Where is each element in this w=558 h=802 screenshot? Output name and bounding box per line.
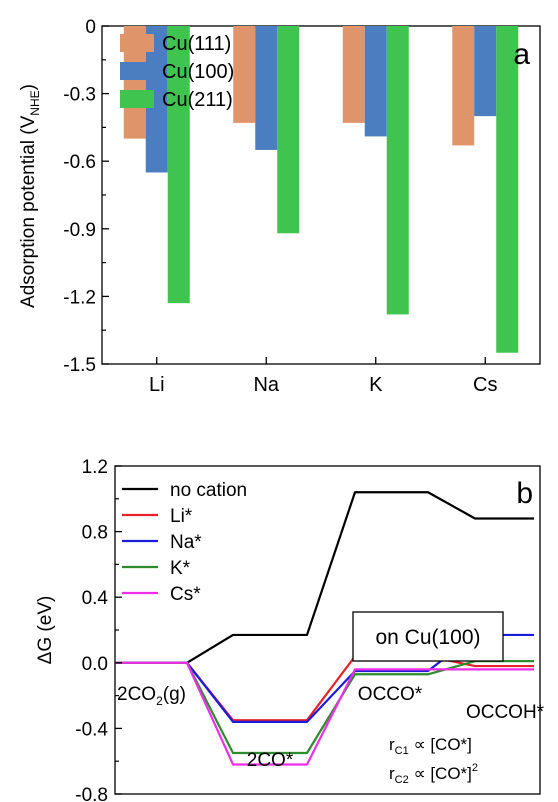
y-tick-label: -1.2 — [63, 287, 96, 308]
panel-a-bars — [123, 26, 519, 353]
x-tick-label: Li — [149, 374, 165, 396]
y-tick-label: -0.4 — [75, 719, 108, 740]
panel-b-state-labels: 2CO2(g)2CO*OCCO*OCCOH* — [117, 684, 545, 771]
bar-cs-series-0 — [452, 26, 475, 146]
legend-swatch — [120, 34, 154, 52]
y-tick-label: 0.8 — [82, 523, 108, 544]
panel-a-legend: Cu(111) Cu(100) Cu(211) — [120, 33, 234, 111]
bar-li-series-0 — [123, 26, 146, 139]
bar-k-series-0 — [342, 26, 365, 123]
legend-label: Li* — [170, 506, 193, 527]
state-label: OCCO* — [358, 684, 423, 705]
rate-relation: ∝ [CO*] — [409, 764, 472, 783]
state-label-main: 2CO — [117, 684, 156, 705]
y-tick-label: -0.8 — [75, 785, 108, 802]
bar-li-series-2 — [167, 26, 190, 304]
panel-b-label: b — [516, 477, 533, 510]
y-tick-label: -0.6 — [63, 152, 96, 173]
y-tick-label: -0.9 — [63, 220, 96, 241]
panel-b-y-axis-label: ΔG (eV) — [35, 596, 56, 665]
legend-label: no cation — [170, 480, 247, 501]
legend-label: Cs* — [170, 584, 201, 605]
series-line-0 — [115, 491, 534, 664]
state-label: 2CO2(g) — [117, 684, 186, 708]
state-label: OCCOH* — [466, 702, 545, 723]
legend-swatch — [120, 62, 154, 80]
rate-symbol: r — [389, 735, 395, 754]
state-label: 2CO* — [247, 750, 294, 771]
legend-label: Cu(211) — [162, 89, 233, 111]
y-tick-label: -0.3 — [63, 85, 96, 106]
panel-a-y-axis: 0 -0.3 -0.6 -0.9 -1.2 -1.5 — [63, 17, 109, 376]
panel-b: -0.8 -0.4 0.0 0.4 0.8 1.2 no cation Li* Na* K* Cs… — [35, 457, 545, 802]
y-tick-label: 1.2 — [82, 457, 108, 478]
surface-label: on Cu(100) — [375, 626, 480, 649]
state-label-sub: 2 — [156, 694, 163, 708]
x-tick-label: K — [369, 374, 383, 396]
series-line-4 — [115, 661, 534, 766]
bar-na-series-1 — [255, 26, 278, 150]
bar-cs-series-2 — [496, 26, 519, 353]
panel-a-y-axis-label: Adsorption potential (VNHE) — [18, 84, 42, 308]
x-tick-label: Cs — [473, 374, 497, 396]
y-tick-label: 0.0 — [82, 654, 108, 675]
bar-cs-series-1 — [474, 26, 497, 117]
rate-relation: ∝ [CO*] — [409, 735, 472, 754]
y-tick-label: -1.5 — [63, 355, 96, 376]
rate-expressions: rC1 ∝ [CO*]rC2 ∝ [CO*]2 — [389, 735, 478, 786]
bar-na-series-0 — [233, 26, 256, 123]
panel-b-y-axis: -0.8 -0.4 0.0 0.4 0.8 1.2 — [75, 457, 122, 802]
bar-k-series-1 — [364, 26, 387, 137]
legend-label: Cu(111) — [162, 33, 231, 55]
surface-label-box — [352, 611, 504, 662]
rate-symbol: r — [389, 764, 395, 783]
panel-b-legend: no cation Li* Na* K* Cs* — [122, 480, 247, 605]
rate-superscript: 2 — [472, 762, 478, 774]
panel-a-label: a — [513, 38, 530, 71]
legend-swatch — [120, 90, 154, 108]
rate-expression: rC1 ∝ [CO*] — [389, 735, 472, 757]
panel-a: 0-0.3-0.6-0.9-1.2-1.5 Li Na K Cs Cu(111)Cu(… — [18, 17, 541, 396]
panel-a-x-axis: Li Na K Cs — [149, 357, 497, 396]
state-label-main: OCCO* — [358, 684, 423, 705]
legend-label: Cu(100) — [162, 61, 234, 83]
bar-na-series-2 — [277, 26, 300, 234]
state-label-main: OCCOH* — [466, 702, 545, 723]
bar-k-series-2 — [386, 26, 409, 315]
rate-subscript: C2 — [395, 774, 409, 786]
rate-subscript: C1 — [395, 745, 409, 757]
y-tick-label: 0 — [85, 17, 96, 38]
x-tick-label: Na — [253, 374, 279, 396]
rate-expression: rC2 ∝ [CO*]2 — [389, 762, 478, 786]
state-label-tail: (g) — [163, 684, 186, 705]
state-label-main: 2CO* — [247, 750, 294, 771]
y-tick-label: 0.4 — [82, 588, 109, 609]
legend-label: Na* — [170, 532, 202, 553]
legend-label: K* — [170, 558, 191, 579]
